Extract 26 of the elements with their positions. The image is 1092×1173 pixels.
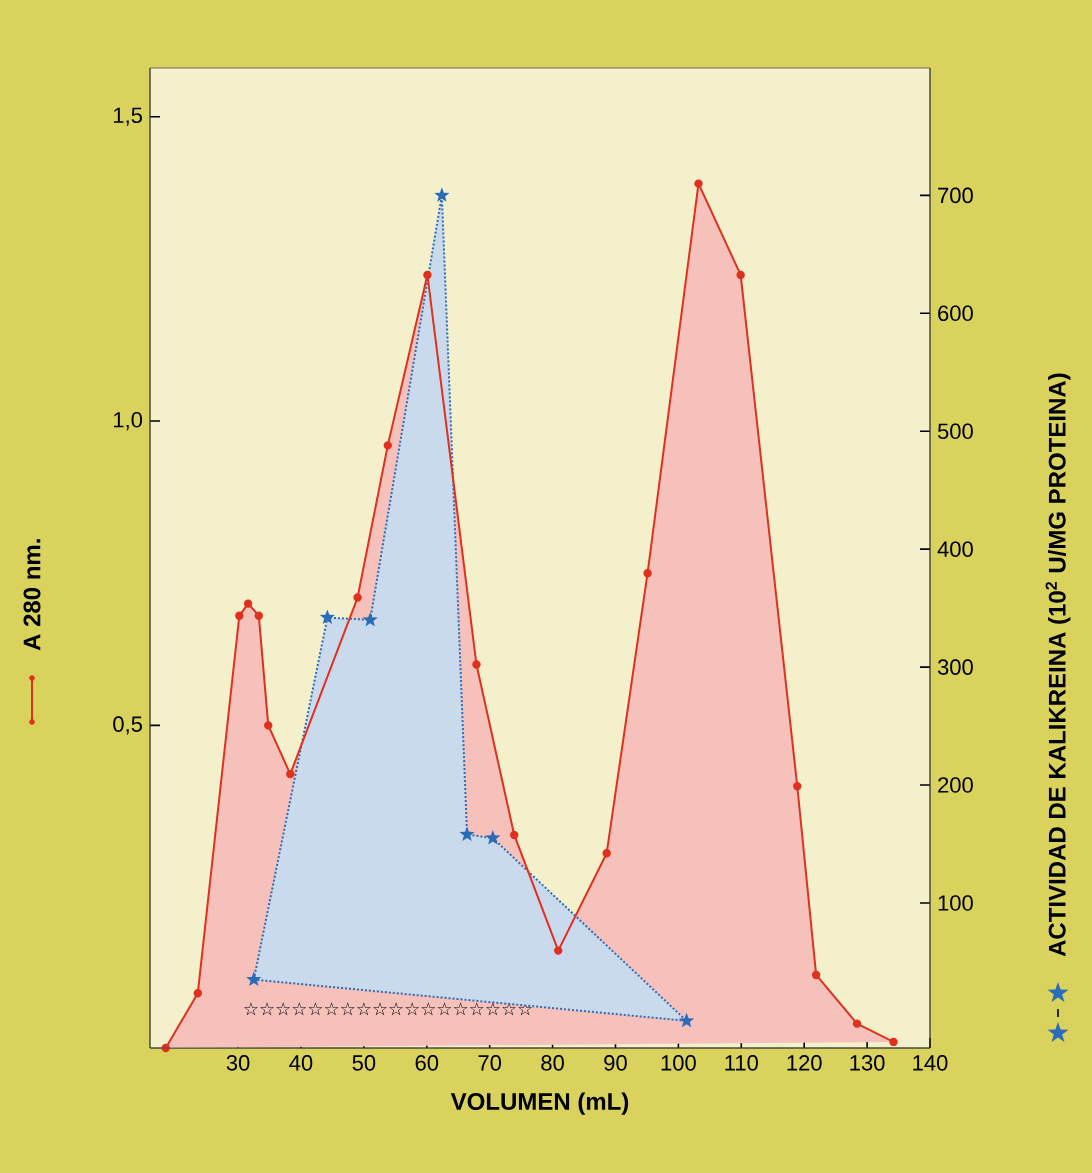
y2-tick-label: 400	[937, 541, 973, 557]
y2-tick-label: 100	[938, 895, 973, 911]
y-tick-label: 1,0	[114, 411, 143, 431]
y2-tick-label: 200	[938, 777, 973, 793]
x-axis-title: VOLUMEN (mL)	[450, 1092, 629, 1115]
y2-tick-label: 300	[937, 659, 973, 675]
x-tick-label: 30	[226, 1055, 250, 1071]
x-tick-label: 110	[725, 1055, 758, 1071]
x-tick-label: 70	[478, 1055, 502, 1071]
x-tick-label: 140	[913, 1055, 948, 1071]
x-tick-label: 60	[415, 1055, 439, 1071]
x-tick-label: 90	[604, 1055, 627, 1071]
y-tick-label: 1,5	[114, 107, 142, 126]
y-tick-label: 0,5	[113, 716, 142, 735]
y2-tick-label: 600	[938, 305, 973, 322]
x-tick-label: 130	[850, 1055, 885, 1071]
y2-tick-label: 700	[938, 187, 973, 204]
x-tick-label: 40	[289, 1055, 313, 1071]
y-axis-title: A 280 nm.	[23, 539, 41, 651]
annotation: ☆☆☆☆☆☆☆☆☆☆☆☆☆☆☆☆☆☆	[244, 1002, 532, 1016]
y2-axis-title: ACTIVIDAD DE KALIKREINA (10$^{2}$ U/MG PROTEINA)	[1045, 373, 1071, 957]
y2-tick-label: 500	[937, 423, 973, 440]
x-tick-label: 100	[661, 1055, 696, 1071]
x-tick-label: 50	[352, 1055, 376, 1071]
x-tick-label: 120	[787, 1055, 822, 1071]
x-tick-label: 80	[541, 1055, 564, 1071]
